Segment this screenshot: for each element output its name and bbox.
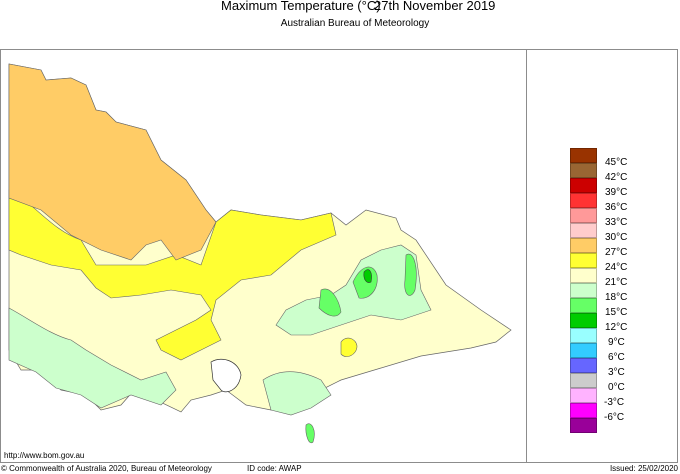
legend-label: 36°C — [605, 202, 628, 213]
legend-swatch — [570, 403, 597, 418]
legend-label: -3°C — [604, 397, 625, 408]
legend-swatch — [570, 268, 597, 283]
legend-swatch — [570, 313, 597, 328]
legend-swatch — [570, 343, 597, 358]
legend-swatch — [570, 388, 597, 403]
legend-label: 3°C — [608, 367, 625, 378]
legend-label: 9°C — [608, 337, 625, 348]
legend-swatch — [570, 253, 597, 268]
zone-24-27-east — [340, 337, 358, 357]
map-title: Maximum Temperature (°C) 27th November 2… — [0, 0, 680, 14]
legend-swatch — [570, 298, 597, 313]
map-frame — [0, 49, 678, 463]
copyright-text: © Commonwealth of Australia 2020, Bureau… — [1, 464, 212, 473]
legend-swatch — [570, 193, 597, 208]
legend-swatch — [570, 238, 597, 253]
legend-label: 42°C — [605, 172, 628, 183]
legend-label: 15°C — [605, 307, 628, 318]
zone-15-18-a — [318, 288, 342, 317]
zone-18-21-gippsland — [262, 371, 332, 416]
id-code: ID code: AWAP — [247, 464, 302, 473]
legend-label: 33°C — [605, 217, 628, 228]
bom-url-link[interactable]: http://www.bom.gov.au — [4, 451, 85, 460]
legend-label: 18°C — [605, 292, 628, 303]
legend-swatch — [570, 178, 597, 193]
temperature-map — [8, 63, 512, 444]
legend-label: 24°C — [605, 262, 628, 273]
legend-swatch — [570, 283, 597, 298]
legend-label: 27°C — [605, 247, 628, 258]
zone-18-21-west — [8, 307, 177, 409]
legend-swatch — [570, 418, 597, 433]
legend-label: 6°C — [608, 352, 625, 363]
legend-swatch — [570, 358, 597, 373]
subtitle: Australian Bureau of Meteorology — [280, 18, 430, 29]
zone-18-21-alpine — [275, 244, 432, 336]
issued-date: Issued: 25/02/2020 — [609, 464, 678, 473]
legend-swatch — [570, 373, 597, 388]
legend-label: 39°C — [605, 187, 628, 198]
title-date: 27th November 2019 — [374, 0, 496, 13]
legend-swatch — [570, 163, 597, 178]
legend-swatch — [570, 148, 597, 163]
legend-label: 30°C — [605, 232, 628, 243]
frame-divider — [526, 49, 527, 463]
legend-label: 12°C — [605, 322, 628, 333]
zone-27-30 — [8, 63, 217, 261]
legend-label: 0°C — [608, 382, 625, 393]
legend-swatch — [570, 223, 597, 238]
zone-15-18-south — [305, 423, 315, 444]
legend-label: -6°C — [604, 412, 625, 423]
legend-label: 45°C — [605, 157, 628, 168]
port-phillip-bay — [210, 358, 242, 393]
title-text: Maximum Temperature (°C) — [221, 0, 381, 13]
legend-swatch — [570, 208, 597, 223]
zone-24-27 — [8, 189, 337, 361]
zone-15-18-c — [404, 253, 417, 296]
legend-swatch — [570, 328, 597, 343]
zone-12-15 — [363, 269, 372, 283]
legend-label: 21°C — [605, 277, 628, 288]
